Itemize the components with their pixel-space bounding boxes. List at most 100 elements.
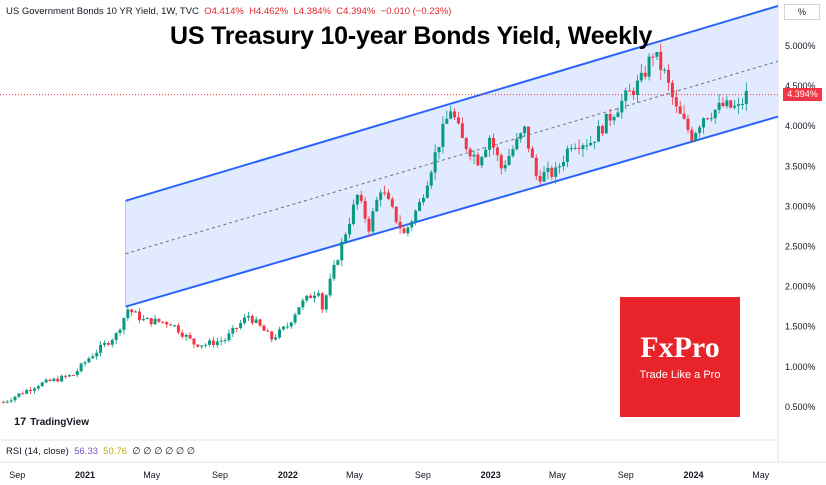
candle-body	[301, 300, 305, 308]
candle-body	[538, 175, 542, 182]
candle-body	[550, 167, 554, 177]
candle-body	[410, 221, 414, 228]
candle-body	[48, 379, 52, 381]
candle-body	[243, 317, 247, 324]
candle-body	[87, 358, 91, 363]
candle-body	[495, 147, 499, 156]
candle-body	[682, 113, 686, 119]
candle-body	[145, 318, 149, 320]
candle-body	[17, 393, 21, 397]
candle-body	[737, 104, 741, 106]
candle-body	[192, 338, 196, 345]
candle-body	[316, 293, 320, 296]
candle-body	[219, 340, 223, 342]
ohlc-open: O4.414%	[204, 6, 244, 17]
candle-body	[643, 72, 647, 77]
channel-fill	[125, 5, 778, 307]
candle-body	[635, 80, 639, 95]
candle-body	[511, 149, 515, 156]
candle-body	[379, 192, 383, 200]
candle-body	[297, 307, 301, 315]
y-tick-label: 3.500%	[785, 161, 816, 171]
candle-body	[29, 390, 33, 392]
candle-body	[484, 149, 488, 158]
candle-body	[523, 126, 527, 134]
candle-body	[375, 199, 379, 212]
candle-body	[639, 72, 643, 81]
candle-body	[515, 138, 519, 150]
candle-body	[52, 378, 56, 381]
candle-body	[593, 141, 597, 143]
candle-body	[40, 382, 44, 387]
candle-body	[542, 172, 546, 182]
candle-body	[266, 330, 270, 332]
candle-body	[441, 123, 445, 147]
candle-body	[200, 345, 204, 347]
candle-body	[71, 375, 75, 377]
candle-body	[620, 100, 624, 113]
candle-body	[246, 315, 250, 318]
candle-body	[137, 311, 141, 321]
candle-body	[647, 56, 651, 77]
candle-body	[21, 393, 25, 395]
candle-body	[348, 223, 352, 235]
candle-body	[581, 145, 585, 149]
ohlc-change: −0.010 (−0.23%)	[380, 6, 452, 17]
candle-body	[569, 148, 573, 150]
candle-body	[141, 319, 145, 321]
candle-body	[258, 319, 262, 326]
candle-body	[95, 352, 99, 357]
candle-body	[254, 319, 258, 323]
x-tick-label: 2024	[684, 470, 704, 480]
candle-body	[227, 333, 231, 341]
candle-body	[262, 325, 266, 331]
candle-body	[36, 386, 40, 389]
candle-body	[235, 327, 239, 329]
percent-scale-button[interactable]: %	[784, 4, 820, 20]
candle-body	[44, 379, 48, 383]
candle-body	[332, 264, 336, 279]
candle-body	[733, 105, 737, 108]
candle-body	[698, 127, 702, 133]
candle-body	[694, 132, 698, 141]
candle-body	[99, 344, 103, 353]
candle-body	[604, 113, 608, 134]
candle-body	[670, 82, 674, 98]
candle-body	[278, 329, 282, 338]
candle-body	[449, 111, 453, 119]
y-tick-label: 0.500%	[785, 402, 816, 412]
candle-body	[460, 123, 464, 139]
rsi-label: RSI (14, close)	[6, 446, 69, 457]
y-tick-label: 4.500%	[785, 81, 816, 91]
candle-body	[176, 325, 180, 333]
candle-body	[196, 344, 200, 347]
tradingview-icon: 17	[14, 416, 27, 428]
candle-body	[305, 295, 309, 301]
candle-body	[534, 157, 538, 176]
candle-body	[134, 311, 138, 313]
candle-body	[491, 137, 495, 148]
candle-body	[351, 204, 355, 224]
last-price-label: 4.394%	[783, 88, 822, 101]
candle-body	[340, 241, 344, 261]
candle-body	[686, 118, 690, 130]
candle-body	[573, 147, 577, 149]
candle-body	[713, 109, 717, 119]
x-tick-label: Sep	[212, 470, 228, 480]
candle-body	[421, 197, 425, 203]
channel-upper-line	[125, 4, 779, 202]
candle-body	[705, 118, 709, 120]
candle-body	[674, 97, 678, 107]
candle-body	[188, 334, 192, 339]
candle-body	[25, 390, 29, 394]
rsi-legend[interactable]: RSI (14, close) 56.33 50.76 ∅ ∅ ∅ ∅ ∅ ∅	[6, 446, 195, 457]
candle-body	[67, 375, 71, 377]
candle-body	[32, 388, 36, 391]
candle-body	[729, 100, 733, 108]
rsi-ma-value: 50.76	[103, 446, 127, 457]
candle-body	[309, 295, 313, 299]
x-tick-label: Sep	[9, 470, 25, 480]
candle-body	[600, 125, 604, 134]
chart-title: US Treasury 10-year Bonds Yield, Weekly	[170, 22, 653, 50]
